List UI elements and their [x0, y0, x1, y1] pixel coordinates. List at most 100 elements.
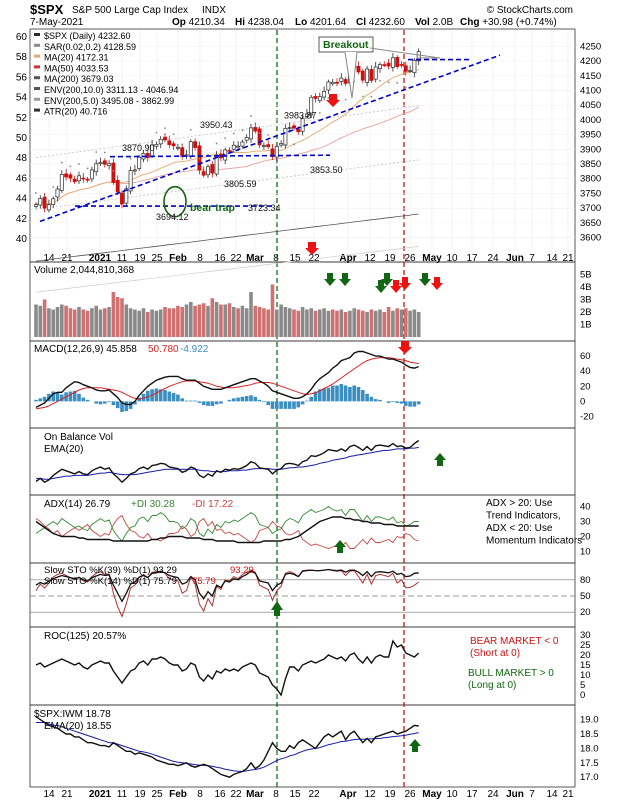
macd-histogram-bar [361, 390, 365, 402]
macd-histogram-bar [219, 401, 223, 404]
x-tick-label-bottom: 14 [546, 789, 558, 800]
volume-bar [163, 307, 167, 337]
x-tick-label-top: 17 [466, 253, 478, 264]
minus-di-line [35, 514, 419, 549]
x-tick-label-bottom: 25 [151, 789, 163, 800]
candle-body [240, 141, 245, 147]
price-tick-right: 4250 [580, 41, 601, 52]
x-tick-label-bottom: 12 [364, 789, 376, 800]
macd-histogram-bar [214, 401, 219, 405]
volume-bar [124, 304, 129, 337]
ratio-tick: 17.0 [580, 772, 599, 783]
sar-dot [95, 151, 98, 153]
red-volume-arrow [306, 242, 318, 255]
macd-histogram-bar [98, 401, 103, 405]
candle-body [163, 136, 167, 141]
macd-histogram-bar [154, 388, 159, 402]
atr-tick-left: 48 [16, 153, 28, 164]
macd-histogram-bar [279, 401, 283, 409]
macd-histogram-bar [94, 401, 98, 404]
volume-bar [184, 304, 189, 337]
volume-bar [300, 307, 305, 337]
macd-histogram-bar [201, 401, 206, 406]
price-tick-right: 4200 [580, 56, 601, 67]
stoch-39-d: 93.29 [230, 565, 254, 576]
candle-body [68, 174, 73, 179]
ohlc-readout: Op 4210.34 Hi 4238.04 Lo 4201.64 Cl 4232.60… [172, 17, 557, 28]
macd-histogram-bar [240, 396, 245, 402]
macd-histogram-bar [348, 387, 352, 402]
grid: 1414212120212021111119192525FebFeb881616… [16, 30, 601, 800]
candle-body [313, 96, 318, 99]
red-volume-arrow [399, 277, 411, 290]
candle-body [210, 164, 215, 174]
candle-body [373, 66, 378, 80]
volume-bar [279, 304, 283, 337]
volume-tick: 5B [580, 270, 592, 281]
candle-body [193, 141, 198, 148]
candle-body [395, 57, 400, 68]
sar-dot [112, 169, 115, 172]
volume-bar [412, 309, 417, 337]
sar-dot [267, 134, 270, 136]
volume-bar [296, 310, 301, 337]
atr-tick-left: 50 [16, 133, 28, 144]
macd-legend: MACD(12,26,9) 45.858 [34, 344, 137, 355]
volume-bar [210, 298, 215, 337]
volume-bar [77, 307, 81, 337]
candle-body [81, 177, 86, 180]
volume-bar [141, 308, 146, 337]
adx-tick: 10 [580, 547, 591, 558]
price-tick-right: 3600 [580, 233, 601, 244]
candle-body [38, 198, 43, 206]
sar-dot [103, 151, 106, 154]
candle-body [188, 141, 193, 158]
ratio-ema-legend: EMA(20) 18.55 [44, 721, 112, 732]
x-tick-label-bottom: 16 [214, 789, 226, 800]
candle-body [343, 79, 348, 84]
price-annotation: 3983.87 [284, 110, 317, 120]
macd-histogram-bar [55, 392, 60, 402]
macd-histogram-bar [257, 399, 262, 402]
macd-histogram-bar [399, 401, 404, 404]
macd-histogram-bar [184, 400, 189, 402]
volume-bar [365, 312, 369, 337]
obv-ema-line [36, 446, 419, 480]
macd-histogram-bar [416, 401, 421, 405]
atr-tick-left: 42 [16, 214, 28, 225]
candle-body [244, 137, 249, 141]
macd-histogram-bar [335, 385, 339, 402]
price-annotation: 3694.12 [156, 212, 189, 222]
volume-tick: 4B [580, 282, 592, 293]
candle-body [206, 166, 210, 176]
macd-histogram-bar [180, 398, 184, 402]
stoch-tick: 80 [580, 575, 591, 586]
candle-body [369, 69, 374, 81]
volume-bar [352, 308, 356, 337]
candle-body [227, 150, 232, 152]
roc-tick: 30 [580, 630, 591, 641]
roc-tick: 10 [580, 670, 591, 681]
sar-dot [327, 97, 330, 100]
candle-body [322, 91, 327, 98]
price-legend-item: SAR(0.02,0.2) 4128.59 [44, 42, 136, 52]
volume-bar [313, 310, 318, 337]
macd-histogram-bar [287, 401, 292, 409]
volume-bar [262, 308, 266, 337]
sar-dot [69, 165, 72, 168]
volume-bar [373, 310, 378, 337]
candle-body [72, 178, 77, 183]
candle-body [201, 171, 206, 176]
adx-legend: ADX(14) 26.79 [44, 499, 111, 510]
candle-body [416, 51, 421, 62]
volume-bar [214, 302, 219, 337]
x-tick-label-top: 19 [134, 253, 146, 264]
x-tick-label-bottom: Jun [506, 789, 524, 800]
macd-tick: -20 [580, 411, 594, 422]
ohlc-item: Hi 4238.04 [235, 17, 284, 28]
green-obv-arrow [434, 453, 446, 466]
macd-signal-line [35, 357, 419, 410]
ratio-tick: 18.5 [580, 729, 599, 740]
